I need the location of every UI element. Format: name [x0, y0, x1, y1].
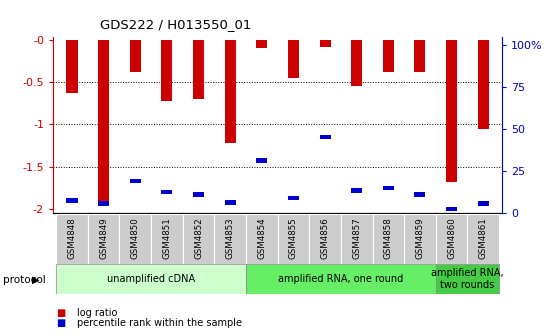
Bar — [225, 40, 235, 143]
Bar — [351, 188, 362, 193]
Bar — [278, 214, 309, 264]
Bar — [56, 264, 246, 294]
Text: GSM4853: GSM4853 — [225, 217, 235, 259]
Text: ■: ■ — [56, 308, 65, 318]
Bar — [182, 214, 214, 264]
Text: percentile rank within the sample: percentile rank within the sample — [77, 318, 242, 328]
Bar — [415, 40, 426, 72]
Bar — [320, 40, 330, 47]
Bar — [225, 200, 235, 205]
Text: unamplified cDNA: unamplified cDNA — [107, 274, 195, 284]
Text: amplified RNA,
two rounds: amplified RNA, two rounds — [431, 268, 504, 290]
Text: GSM4855: GSM4855 — [289, 217, 298, 259]
Text: GSM4851: GSM4851 — [162, 217, 171, 259]
Bar — [256, 40, 267, 48]
Bar — [383, 40, 394, 72]
Text: GDS222 / H013550_01: GDS222 / H013550_01 — [100, 18, 252, 32]
Bar — [436, 214, 468, 264]
Bar — [66, 40, 78, 93]
Bar — [288, 40, 299, 78]
Text: GSM4860: GSM4860 — [447, 217, 456, 259]
Bar — [193, 40, 204, 99]
Text: GSM4854: GSM4854 — [257, 217, 266, 259]
Bar — [341, 214, 373, 264]
Bar — [320, 135, 330, 139]
Bar — [404, 214, 436, 264]
Text: GSM4849: GSM4849 — [99, 217, 108, 259]
Bar — [288, 196, 299, 201]
Text: GSM4852: GSM4852 — [194, 217, 203, 259]
Bar — [161, 190, 172, 195]
Bar — [88, 214, 119, 264]
Bar — [56, 214, 88, 264]
Text: amplified RNA, one round: amplified RNA, one round — [278, 274, 403, 284]
Bar — [151, 214, 182, 264]
Bar — [246, 214, 278, 264]
Bar — [383, 185, 394, 190]
Bar — [214, 214, 246, 264]
Bar — [161, 40, 172, 101]
Bar — [468, 214, 499, 264]
Bar — [119, 214, 151, 264]
Text: GSM4856: GSM4856 — [320, 217, 330, 259]
Text: GSM4859: GSM4859 — [416, 217, 425, 259]
Bar — [446, 40, 457, 182]
Bar — [246, 264, 436, 294]
Bar — [129, 40, 141, 72]
Bar — [436, 264, 499, 294]
Text: GSM4861: GSM4861 — [479, 217, 488, 259]
Bar — [98, 40, 109, 203]
Bar — [373, 214, 404, 264]
Text: GSM4858: GSM4858 — [384, 217, 393, 259]
Bar — [129, 179, 141, 183]
Bar — [478, 40, 489, 129]
Bar — [98, 201, 109, 206]
Bar — [309, 214, 341, 264]
Bar — [351, 40, 362, 86]
Text: ■: ■ — [56, 318, 65, 328]
Text: GSM4848: GSM4848 — [68, 217, 76, 259]
Bar — [446, 207, 457, 211]
Bar — [415, 193, 426, 197]
Bar — [66, 198, 78, 203]
Text: log ratio: log ratio — [77, 308, 117, 318]
Text: GSM4857: GSM4857 — [352, 217, 361, 259]
Bar — [478, 201, 489, 206]
Text: ▶: ▶ — [32, 275, 40, 285]
Text: protocol: protocol — [3, 275, 46, 285]
Text: GSM4850: GSM4850 — [131, 217, 140, 259]
Bar — [256, 159, 267, 163]
Bar — [193, 193, 204, 197]
